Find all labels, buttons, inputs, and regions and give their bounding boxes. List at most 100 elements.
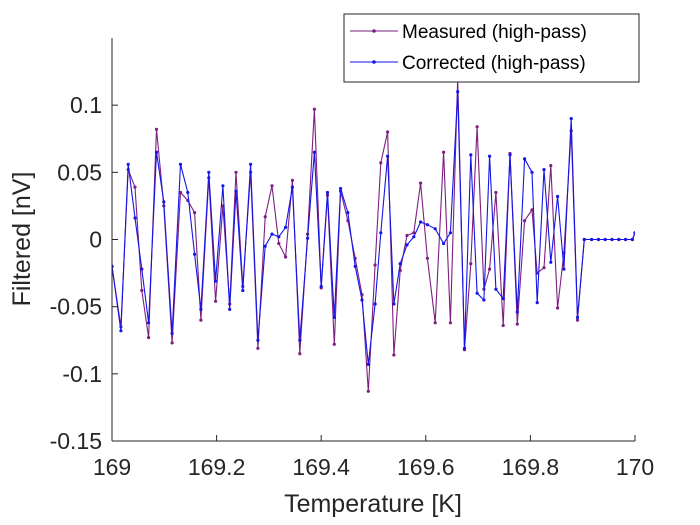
axes-layer: 169 169.2 169.4 169.6 169.8 170 -0.15 -0.1 -0.05… [50,38,654,480]
series-1-point [549,164,553,168]
series-2-point [624,237,628,242]
series-2-point [569,117,573,121]
series-2-point [270,232,274,236]
series-2-point [193,252,197,256]
series-1-point [277,241,281,246]
series-2-point [339,186,343,191]
series-2-point [373,302,377,306]
series-2-point [590,237,594,242]
series-1-point [448,321,452,325]
series-2-point [186,190,190,195]
series-2-point [419,220,423,224]
series-2-point [207,170,211,174]
series-1-point [214,299,218,303]
series-1-point [412,231,416,235]
series-1-point [312,107,316,111]
series-1-point [488,267,492,271]
series-2-point [147,321,151,325]
series-2-point [475,291,479,295]
x-axis-title: Temperature [K] [284,490,462,518]
series-1-point [199,318,203,322]
series-2-point [234,189,238,193]
y-tick-label: 0.1 [70,92,102,118]
series-1-point [542,266,546,270]
series-2-point [535,301,539,305]
y-tick-label: -0.1 [62,361,102,387]
series-2-point [633,231,635,235]
series-1-point [234,170,238,174]
series-1-point [193,211,197,215]
series-2-point [126,162,130,166]
series-2-point [630,237,635,242]
series-2-point [263,244,267,248]
x-tick-label: 169.6 [397,454,455,480]
series-2-point [162,200,166,204]
series-2-point [228,307,232,311]
series-layer [112,76,635,393]
series-2-point [425,223,429,227]
series-2-point [140,267,144,271]
series-2-point [214,279,218,283]
series-2-point [412,235,416,239]
series-2-point [199,307,203,311]
series-2-point [178,162,183,166]
series-2-point [290,185,294,189]
series-1-point [530,208,534,212]
series-1-point [270,184,274,188]
series-2-point [119,329,123,333]
y-tick-label: -0.05 [50,294,102,320]
series-2-point [133,216,137,220]
series-1-point [284,255,288,259]
series-2-point [462,346,467,350]
series-1-point [523,219,527,223]
series-2-point [398,262,402,266]
series-2-point [256,338,260,342]
series-2-point [610,237,614,242]
series-2-point [346,211,350,215]
series-2-point [582,237,586,242]
series-2-point [549,260,553,264]
series-1-point [392,353,396,357]
series-1-point [475,125,479,129]
plot-background [112,38,635,441]
series-2-point [508,153,512,157]
series-2-point [249,162,253,166]
series-2-point [312,150,316,154]
series-1-point [379,161,383,165]
series-1-point [366,389,370,393]
series-2-point [154,150,159,154]
series-2-point [596,237,601,242]
series-2-point [221,184,225,188]
series-2-point [501,297,505,301]
series-2-point [319,284,323,289]
series-1-point [147,336,151,340]
x-tick-label: 169.8 [502,454,560,480]
series-1-point [170,341,174,345]
series-2-point [562,267,566,271]
series-1-point [373,263,377,267]
series-1-point [575,318,580,322]
series-2-point [448,231,452,235]
series-1-point [425,256,429,260]
y-tick-label: -0.15 [50,428,102,454]
series-2-point [405,243,409,247]
y-tick-label: 0.05 [57,159,102,185]
series-2-point [442,241,446,246]
series-2-point [530,170,534,174]
series-1-point [298,352,302,356]
series-1-point [178,190,183,195]
series-1-point [290,178,294,182]
series-2-point [306,236,310,240]
series-2-point [332,315,336,319]
y-tick-label: 0 [89,227,102,253]
legend-marker [372,29,376,33]
series-1-point [263,215,267,219]
series-2-point [469,153,473,157]
series-2-point [482,298,486,302]
series-2-point [456,90,460,94]
series-2-point [170,331,174,336]
series-2-point [617,237,621,242]
series-1-point [419,181,423,185]
legend-label: Measured (high-pass) [402,22,587,43]
